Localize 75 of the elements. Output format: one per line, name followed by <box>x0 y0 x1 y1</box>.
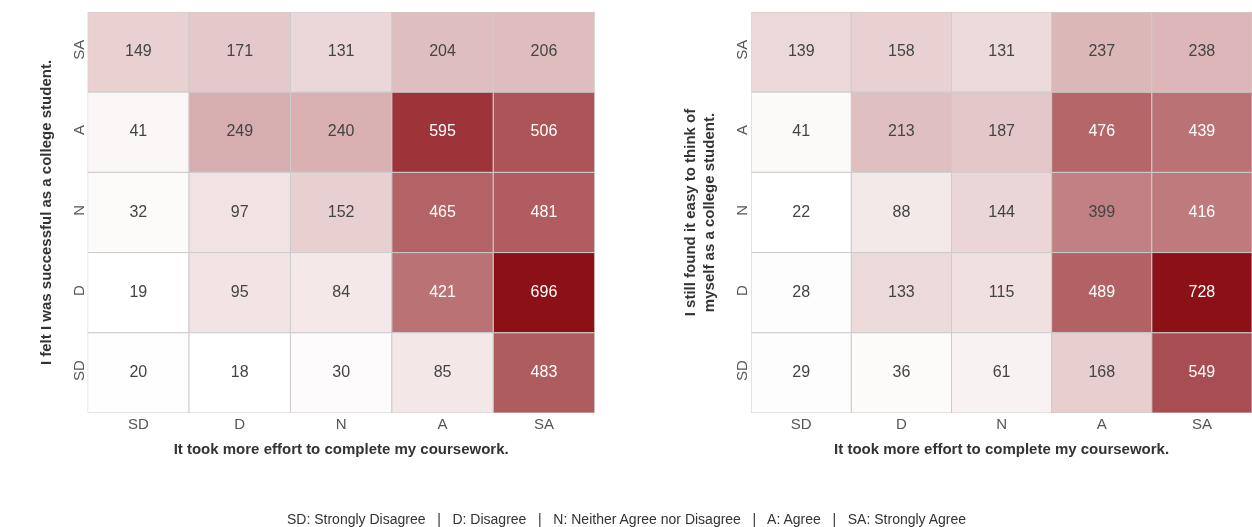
data-label: 595 <box>429 122 457 140</box>
y-axis-title: I felt I was successful as a college student. <box>36 59 54 366</box>
data-label: 20 <box>129 362 148 380</box>
x-axis-title: It took more effort to complete my coursework. <box>173 440 509 457</box>
data-label: 149 <box>125 42 152 60</box>
data-label: 139 <box>787 42 815 60</box>
x-tick-label: N <box>335 415 347 432</box>
data-label: 465 <box>429 202 457 220</box>
data-label: 483 <box>530 362 558 380</box>
x-tick-label: A <box>437 415 448 432</box>
data-label: 213 <box>888 122 915 140</box>
y-tick-label: SA <box>733 39 751 60</box>
y-tick-label: A <box>69 125 87 136</box>
data-label: 416 <box>1188 202 1216 220</box>
data-label: 489 <box>1088 282 1116 300</box>
data-label: 85 <box>433 362 452 380</box>
y-tick-label: SD <box>69 360 87 382</box>
x-tick-label: D <box>896 415 908 432</box>
data-label: 152 <box>327 202 355 220</box>
data-label: 439 <box>1188 122 1216 140</box>
data-label: 206 <box>530 42 558 60</box>
data-label: 728 <box>1188 282 1216 300</box>
x-tick-label: SA <box>1191 415 1212 432</box>
x-tick-label: D <box>234 415 246 432</box>
data-label: 84 <box>332 282 351 300</box>
data-label: 399 <box>1088 202 1116 220</box>
data-label: 61 <box>992 362 1011 380</box>
data-label: 506 <box>530 122 558 140</box>
y-tick-label: D <box>733 284 751 296</box>
data-label: 19 <box>129 282 148 300</box>
data-label: 131 <box>327 42 355 60</box>
y-tick-label: N <box>69 204 87 216</box>
data-label: 168 <box>1088 362 1116 380</box>
data-label: 249 <box>226 122 254 140</box>
data-label: 97 <box>230 202 249 220</box>
data-label: 18 <box>230 362 249 380</box>
y-tick-label: SD <box>733 360 751 382</box>
x-tick-label: SD <box>127 415 149 432</box>
data-label: 549 <box>1188 362 1216 380</box>
data-label: 237 <box>1088 42 1116 60</box>
data-label: 115 <box>988 282 1015 300</box>
data-label: 22 <box>792 202 811 220</box>
data-label: 88 <box>892 202 911 220</box>
data-label: 36 <box>892 362 911 380</box>
data-label: 696 <box>530 282 558 300</box>
data-label: 476 <box>1088 122 1116 140</box>
data-label: 187 <box>988 122 1016 140</box>
y-tick-label: D <box>69 284 87 296</box>
data-label: 29 <box>792 362 811 380</box>
data-label: 41 <box>129 122 148 140</box>
data-label: 240 <box>327 122 355 140</box>
data-label: 133 <box>888 282 915 300</box>
data-label: 32 <box>129 202 148 220</box>
data-label: 481 <box>530 202 558 220</box>
data-label: 95 <box>230 282 249 300</box>
data-label: 28 <box>792 282 811 300</box>
x-tick-label: A <box>1096 415 1107 432</box>
data-label: 158 <box>888 42 915 60</box>
y-tick-label: SA <box>69 39 87 60</box>
y-tick-label: N <box>733 204 751 216</box>
x-tick-label: N <box>996 415 1008 432</box>
data-label: 131 <box>988 42 1016 60</box>
x-tick-label: SA <box>533 415 554 432</box>
data-label: 144 <box>988 202 1016 220</box>
x-axis-title: It took more effort to complete my coursework. <box>834 440 1170 457</box>
data-label: 421 <box>429 282 457 300</box>
data-label: 30 <box>332 362 351 380</box>
y-axis-title: I still found it easy to think of myself as a college student. <box>680 107 718 317</box>
y-tick-label: A <box>733 125 751 136</box>
data-label: 41 <box>792 122 811 140</box>
x-tick-label: SD <box>790 415 812 432</box>
text: SD: Strongly Disagree | D: Disagree | N: Neither Agree nor Disagree | A: Agree | SA: Strongly Agree <box>287 511 967 527</box>
data-label: 204 <box>429 42 457 60</box>
data-label: 238 <box>1188 42 1216 60</box>
data-label: 171 <box>226 42 254 60</box>
